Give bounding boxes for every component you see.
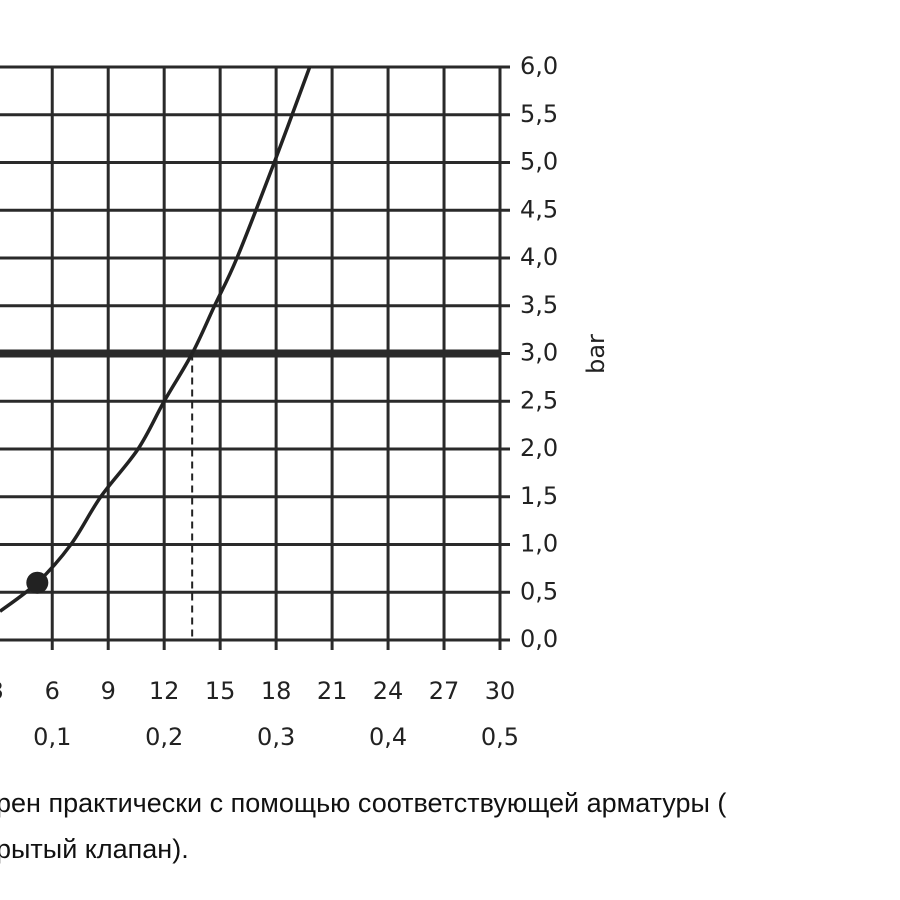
- y-tick-label: 0,5: [520, 577, 558, 605]
- y-tick-label: 6,0: [520, 52, 558, 80]
- x-tick-label: 30: [485, 677, 516, 705]
- y-tick-label: 5,0: [520, 148, 558, 176]
- y-tick-label: 2,0: [520, 434, 558, 462]
- x-tick-label: 21: [317, 677, 348, 705]
- y-tick-label: 2,5: [520, 386, 558, 414]
- x-tick-label: 3: [0, 677, 4, 705]
- x2-tick-label: 0,2: [145, 723, 183, 751]
- x-tick-label: 9: [101, 677, 116, 705]
- x-tick-label: 12: [149, 677, 180, 705]
- y-tick-label: 1,5: [520, 482, 558, 510]
- y-axis-label: bar: [582, 334, 610, 374]
- x-tick-label: 24: [373, 677, 404, 705]
- x2-tick-label: 0,4: [369, 723, 407, 751]
- x2-tick-label: 0,3: [257, 723, 295, 751]
- y-tick-label: 0,0: [520, 625, 558, 653]
- marker-dot: [26, 571, 49, 594]
- x-tick-label: 18: [261, 677, 292, 705]
- y-tick-label: 3,0: [520, 339, 558, 367]
- note-line: рен практически с помощью соответствующе…: [0, 788, 726, 818]
- x2-tick-label: 0,5: [481, 723, 519, 751]
- y-tick-label: 3,5: [520, 291, 558, 319]
- y-tick-label: 4,0: [520, 243, 558, 271]
- x-tick-label: 27: [429, 677, 460, 705]
- y-tick-label: 5,5: [520, 100, 558, 128]
- curve: [0, 66, 312, 613]
- note-line: рытый клапан).: [0, 834, 189, 864]
- y-tick-label: 4,5: [520, 195, 558, 223]
- x-tick-label: 6: [45, 677, 60, 705]
- x-tick-label: 15: [205, 677, 236, 705]
- y-tick-label: 1,0: [520, 530, 558, 558]
- x2-tick-label: 0,1: [33, 723, 71, 751]
